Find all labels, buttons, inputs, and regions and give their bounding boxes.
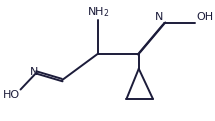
Text: N: N — [30, 67, 38, 77]
Text: NH$_2$: NH$_2$ — [87, 5, 109, 19]
Text: N: N — [155, 12, 163, 22]
Text: HO: HO — [2, 91, 20, 100]
Text: OH: OH — [197, 12, 213, 22]
